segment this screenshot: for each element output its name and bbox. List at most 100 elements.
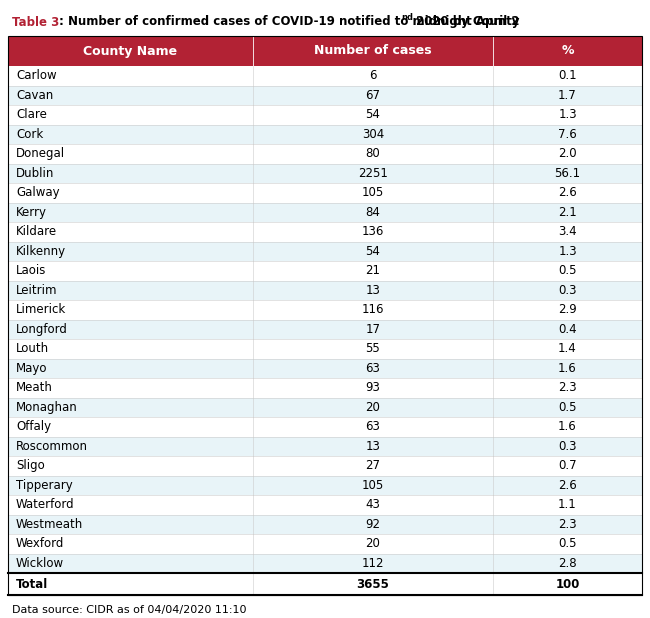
Text: Donegal: Donegal [16, 147, 65, 160]
Text: Mayo: Mayo [16, 362, 47, 375]
Bar [8, 222, 642, 242]
Bar [8, 320, 642, 339]
Bar [8, 183, 642, 203]
Text: Total: Total [16, 577, 48, 591]
Text: 84: 84 [365, 206, 380, 219]
Text: nd: nd [401, 14, 413, 22]
Bar [8, 300, 642, 320]
Text: 93: 93 [365, 381, 380, 394]
Text: 0.3: 0.3 [558, 440, 577, 453]
Text: Waterford: Waterford [16, 498, 75, 511]
Text: Data source: CIDR as of 04/04/2020 11:10: Data source: CIDR as of 04/04/2020 11:10 [12, 605, 246, 615]
Bar [253, 36, 493, 66]
Text: 54: 54 [365, 108, 380, 121]
Text: Kilkenny: Kilkenny [16, 245, 66, 258]
Text: 43: 43 [365, 498, 380, 511]
Text: 56.1: 56.1 [554, 167, 580, 180]
Text: County Name: County Name [83, 44, 177, 57]
Bar [8, 339, 642, 358]
Text: 2.6: 2.6 [558, 186, 577, 199]
Text: 2.3: 2.3 [558, 381, 577, 394]
Text: 116: 116 [362, 303, 384, 316]
Text: Cavan: Cavan [16, 89, 53, 102]
Text: 54: 54 [365, 245, 380, 258]
Text: Tipperary: Tipperary [16, 479, 73, 492]
Text: 0.5: 0.5 [558, 400, 577, 413]
Bar [8, 515, 642, 534]
Text: 2.0: 2.0 [558, 147, 577, 160]
Bar [8, 203, 642, 222]
Text: Dublin: Dublin [16, 167, 55, 180]
Text: Westmeath: Westmeath [16, 518, 83, 531]
Text: 2251: 2251 [358, 167, 388, 180]
Text: 1.7: 1.7 [558, 89, 577, 102]
Text: Wicklow: Wicklow [16, 557, 64, 570]
Text: 0.5: 0.5 [558, 265, 577, 277]
Text: 63: 63 [365, 420, 380, 433]
Text: 304: 304 [362, 128, 384, 141]
Bar [8, 417, 642, 436]
Bar [8, 66, 642, 85]
Text: 2.1: 2.1 [558, 206, 577, 219]
Text: 2.8: 2.8 [558, 557, 577, 570]
Text: 2.9: 2.9 [558, 303, 577, 316]
Text: 112: 112 [362, 557, 384, 570]
Text: 1.3: 1.3 [558, 108, 577, 121]
Text: 21: 21 [365, 265, 380, 277]
Text: 2.6: 2.6 [558, 479, 577, 492]
Text: Number of cases: Number of cases [314, 44, 432, 57]
Text: 13: 13 [365, 440, 380, 453]
Text: Leitrim: Leitrim [16, 284, 57, 297]
Text: 6: 6 [369, 69, 377, 82]
Text: Longford: Longford [16, 323, 68, 336]
Bar [8, 124, 642, 144]
Text: Carlow: Carlow [16, 69, 57, 82]
Text: Roscommon: Roscommon [16, 440, 88, 453]
Text: 80: 80 [365, 147, 380, 160]
Bar [8, 85, 642, 105]
Text: Limerick: Limerick [16, 303, 66, 316]
Text: 63: 63 [365, 362, 380, 375]
Text: 20: 20 [365, 537, 380, 550]
Text: 3655: 3655 [357, 577, 389, 591]
Bar [8, 554, 642, 573]
Text: 0.5: 0.5 [558, 537, 577, 550]
Text: 0.3: 0.3 [558, 284, 577, 297]
Text: Kerry: Kerry [16, 206, 47, 219]
Text: 105: 105 [362, 186, 384, 199]
Text: 1.6: 1.6 [558, 362, 577, 375]
Text: 1.4: 1.4 [558, 342, 577, 355]
Text: Offaly: Offaly [16, 420, 51, 433]
Text: : Number of confirmed cases of COVID-19 notified to midnight April 2: : Number of confirmed cases of COVID-19 … [59, 15, 519, 28]
Bar [8, 242, 642, 261]
Text: 27: 27 [365, 459, 380, 472]
Bar [8, 397, 642, 417]
Text: %: % [561, 44, 574, 57]
Text: 17: 17 [365, 323, 380, 336]
Text: 2020 by County: 2020 by County [412, 15, 519, 28]
Bar [8, 105, 642, 124]
Bar [8, 573, 642, 595]
Text: 3.4: 3.4 [558, 225, 577, 239]
Text: Table 3: Table 3 [12, 15, 59, 28]
Text: 13: 13 [365, 284, 380, 297]
Text: Wexford: Wexford [16, 537, 64, 550]
Text: 55: 55 [365, 342, 380, 355]
Bar [493, 36, 642, 66]
Text: 1.6: 1.6 [558, 420, 577, 433]
Text: 105: 105 [362, 479, 384, 492]
Bar [8, 358, 642, 378]
Text: Louth: Louth [16, 342, 49, 355]
Text: 100: 100 [555, 577, 580, 591]
Bar [8, 261, 642, 281]
Bar [8, 534, 642, 554]
Bar [8, 144, 642, 164]
Text: 20: 20 [365, 400, 380, 413]
Text: 92: 92 [365, 518, 380, 531]
Text: 1.3: 1.3 [558, 245, 577, 258]
Text: Kildare: Kildare [16, 225, 57, 239]
Bar [8, 495, 642, 515]
Text: 0.1: 0.1 [558, 69, 577, 82]
Bar [8, 36, 253, 66]
Bar [8, 436, 642, 456]
